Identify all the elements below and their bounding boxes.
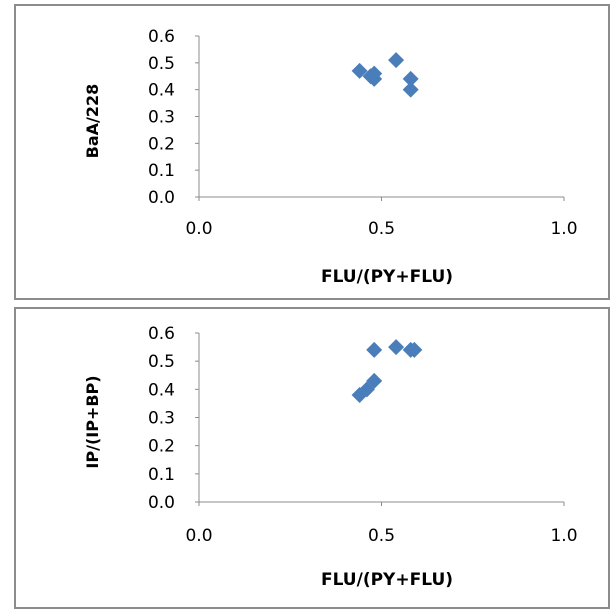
y-tick-label: 0.6 [148,27,175,47]
y-tick-label: 0.2 [148,437,175,457]
y-tick-label: 0.2 [148,134,175,154]
data-point [388,52,405,69]
chart-panel-baa: BaA/228 FLU/(PY+FLU) 0.0 0.1 0.2 0.3 0.4 0.5 0… [14,4,610,300]
data-point [366,341,383,358]
y-tick-label: 0.5 [148,54,175,74]
x-tick-label: 1.0 [550,526,577,546]
y-tick-label: 0.1 [148,161,175,181]
x-axis-label: FLU/(PY+FLU) [321,570,453,590]
y-tick-label: 0.5 [148,352,175,372]
chart-panel-ip: IP/(IP+BP) FLU/(PY+FLU) 0.0 0.1 0.2 0.3 0.4 0… [14,307,610,609]
y-tick-label: 0.1 [148,465,175,485]
y-tick-label: 0.4 [148,380,175,400]
x-tick-label: 1.0 [550,219,577,239]
x-tick-label: 0.0 [185,526,212,546]
chart-ip-vs-flu: IP/(IP+BP) FLU/(PY+FLU) 0.0 0.1 0.2 0.3 0.4 0… [83,324,578,590]
y-tick-label: 0.3 [148,108,175,128]
data-point [402,81,419,98]
y-axis-label: BaA/228 [83,84,102,159]
data-point [406,341,423,358]
data-point [366,70,383,87]
y-tick-label: 0.0 [148,493,175,513]
data-point [388,339,405,356]
x-tick-label: 0.5 [368,526,395,546]
x-axis-label: FLU/(PY+FLU) [321,267,453,287]
data-point [366,372,383,389]
x-tick-label: 0.0 [185,219,212,239]
y-tick-label: 0.4 [148,81,175,101]
y-tick-label: 0.6 [148,324,175,344]
x-tick-label: 0.5 [368,219,395,239]
data-point [402,70,419,87]
y-tick-label: 0.3 [148,409,175,429]
chart-baa-vs-flu: BaA/228 FLU/(PY+FLU) 0.0 0.1 0.2 0.3 0.4 0.5 0… [83,27,578,287]
y-axis-label: IP/(IP+BP) [83,375,102,468]
y-tick-label: 0.0 [148,188,175,208]
